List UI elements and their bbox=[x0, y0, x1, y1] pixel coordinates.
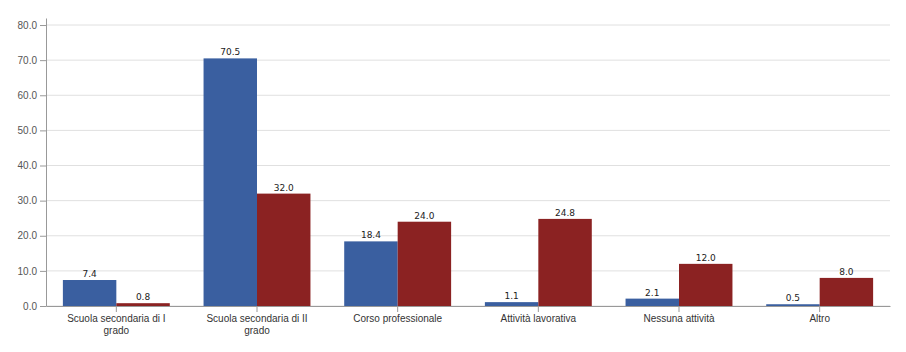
y-tick-label: 30.0 bbox=[18, 195, 38, 206]
grid-line bbox=[46, 25, 890, 26]
bar bbox=[344, 241, 397, 306]
x-tick: Altro bbox=[809, 306, 830, 324]
x-tick-label: Altro bbox=[809, 313, 830, 324]
y-tick-mark bbox=[40, 25, 46, 26]
y-tick-mark bbox=[40, 306, 46, 307]
data-label: 1.1 bbox=[504, 291, 518, 301]
data-label: 2.1 bbox=[645, 288, 659, 298]
bars bbox=[63, 58, 873, 306]
x-tick: Attività lavorativa bbox=[501, 306, 577, 324]
bar bbox=[398, 222, 451, 306]
bar bbox=[679, 264, 732, 306]
x-tick: Nessuna attività bbox=[643, 306, 715, 324]
y-tick-mark bbox=[40, 201, 46, 202]
x-tick: Corso professionale bbox=[353, 306, 442, 324]
data-label: 24.0 bbox=[414, 211, 434, 221]
x-tick-label: Attività lavorativa bbox=[501, 313, 577, 324]
y-tick-label: 20.0 bbox=[18, 230, 38, 241]
x-tick-label-line: Corso professionale bbox=[353, 313, 442, 324]
y-tick-label: 40.0 bbox=[18, 160, 38, 171]
bar bbox=[116, 303, 169, 306]
x-tick-mark bbox=[538, 306, 539, 312]
bar bbox=[626, 299, 679, 306]
x-tick-label-line: Scuola secondaria di I bbox=[67, 313, 165, 324]
y-tick-mark bbox=[40, 271, 46, 272]
data-label: 0.8 bbox=[136, 292, 151, 302]
x-tick-mark bbox=[116, 306, 117, 312]
data-label: 7.4 bbox=[82, 269, 97, 279]
x-axis: Scuola secondaria di IgradoScuola second… bbox=[47, 306, 891, 336]
data-label: 12.0 bbox=[696, 253, 716, 263]
grid-line bbox=[46, 60, 890, 61]
chart: 0.0 10.0 20.0 30.0 40.0 50.0 60.0 70.0 80.0 Scuol… bbox=[0, 0, 906, 352]
x-tick-label-line: Altro bbox=[809, 313, 830, 324]
data-label: 32.0 bbox=[274, 183, 294, 193]
grid bbox=[46, 25, 890, 306]
x-tick-label: Scuola secondaria di IIgrado bbox=[206, 313, 307, 336]
grid-line bbox=[46, 270, 890, 271]
x-tick-mark bbox=[257, 306, 258, 312]
y-tick-label: 80.0 bbox=[18, 20, 38, 31]
y-tick-label: 10.0 bbox=[18, 266, 38, 277]
bar bbox=[766, 304, 819, 306]
data-label: 18.4 bbox=[361, 230, 381, 240]
y-tick: 60.0 bbox=[18, 90, 46, 101]
x-tick: Scuola secondaria di Igrado bbox=[67, 306, 165, 336]
y-axis-line bbox=[46, 19, 47, 307]
grid-line bbox=[46, 235, 890, 236]
y-tick-mark bbox=[40, 166, 46, 167]
grid-line bbox=[46, 95, 890, 96]
series bbox=[63, 58, 820, 306]
y-tick-mark bbox=[40, 95, 46, 96]
grid-line bbox=[46, 165, 890, 166]
grid-line bbox=[46, 306, 890, 307]
y-tick: 50.0 bbox=[18, 125, 46, 136]
y-tick-mark bbox=[40, 236, 46, 237]
x-tick-label-line: grado bbox=[244, 325, 270, 336]
x-tick-mark bbox=[679, 306, 680, 312]
y-tick-label: 0.0 bbox=[23, 301, 37, 312]
bar bbox=[820, 278, 873, 306]
x-tick-label-line: Scuola secondaria di II bbox=[206, 313, 307, 324]
y-tick: 40.0 bbox=[18, 160, 46, 171]
plot: 0.0 10.0 20.0 30.0 40.0 50.0 60.0 70.0 80.0 Scuol… bbox=[18, 19, 891, 336]
x-tick-mark bbox=[819, 306, 820, 312]
y-tick: 30.0 bbox=[18, 195, 46, 206]
series bbox=[116, 194, 873, 306]
x-tick-mark bbox=[397, 306, 398, 312]
y-tick: 0.0 bbox=[23, 301, 46, 312]
y-tick: 80.0 bbox=[18, 20, 46, 31]
grid-line bbox=[46, 130, 890, 131]
x-tick-label: Nessuna attività bbox=[643, 313, 715, 324]
x-axis-line bbox=[47, 306, 891, 307]
y-tick: 70.0 bbox=[18, 55, 46, 66]
y-tick-label: 60.0 bbox=[18, 90, 38, 101]
x-tick-label-line: Attività lavorativa bbox=[501, 313, 577, 324]
y-tick-mark bbox=[40, 130, 46, 131]
x-tick: Scuola secondaria di IIgrado bbox=[206, 306, 307, 336]
y-axis: 0.0 10.0 20.0 30.0 40.0 50.0 60.0 70.0 80.0 bbox=[18, 19, 47, 312]
data-labels: 7.4 70.5 18.4 1.1 2.1 0.5 0.8 32.0 24.0 24.8 12.0 8… bbox=[82, 47, 853, 303]
data-label: 8.0 bbox=[839, 267, 854, 277]
bar bbox=[63, 280, 116, 306]
x-tick-label-line: grado bbox=[104, 325, 130, 336]
x-tick-label: Corso professionale bbox=[353, 313, 442, 324]
data-label: 70.5 bbox=[220, 47, 240, 57]
bar bbox=[485, 302, 538, 306]
x-tick-label: Scuola secondaria di Igrado bbox=[67, 313, 165, 336]
data-label: 24.8 bbox=[555, 208, 575, 218]
grid-line bbox=[46, 200, 890, 201]
bar bbox=[204, 58, 257, 306]
bar bbox=[257, 194, 310, 306]
bar bbox=[538, 219, 591, 306]
y-tick-label: 70.0 bbox=[18, 55, 38, 66]
y-tick: 10.0 bbox=[18, 266, 46, 277]
y-tick: 20.0 bbox=[18, 230, 46, 241]
data-label: 0.5 bbox=[786, 293, 800, 303]
y-tick-mark bbox=[40, 60, 46, 61]
x-tick-label-line: Nessuna attività bbox=[643, 313, 715, 324]
y-tick-label: 50.0 bbox=[18, 125, 38, 136]
